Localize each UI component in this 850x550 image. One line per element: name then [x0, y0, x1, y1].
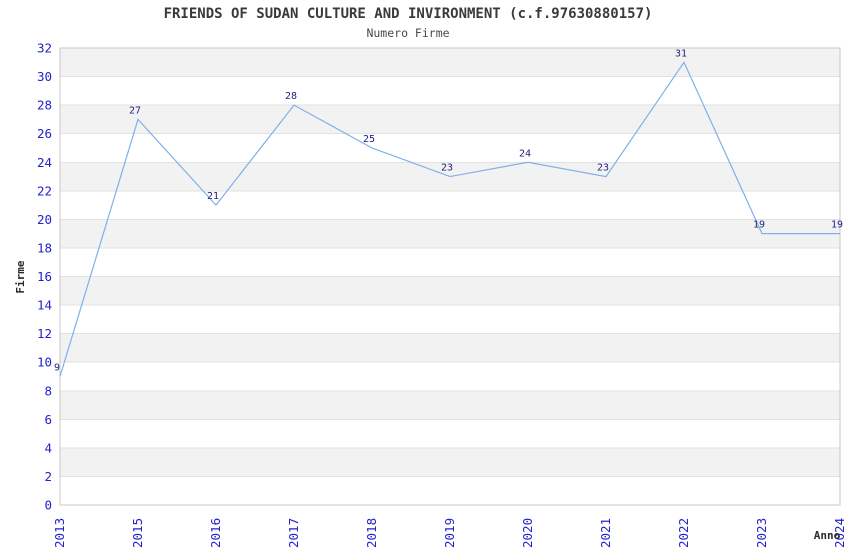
x-tick-label: 2015: [130, 518, 145, 548]
x-axis-title: Anno: [813, 529, 841, 542]
y-tick-label: 18: [37, 240, 52, 255]
y-tick-label: 24: [37, 155, 52, 170]
y-tick-label: 16: [37, 269, 52, 284]
data-point-label: 21: [207, 191, 219, 202]
y-tick-label: 22: [37, 183, 52, 198]
y-tick-label: 28: [37, 98, 52, 113]
plot-band: [60, 276, 840, 306]
plot-band: [60, 390, 840, 420]
y-tick-label: 12: [37, 326, 52, 341]
data-point-label: 28: [285, 91, 297, 102]
data-point-label: 25: [363, 134, 375, 145]
data-point-label: 27: [129, 105, 141, 116]
plot-band: [60, 105, 840, 134]
y-tick-label: 2: [44, 469, 52, 484]
x-tick-label: 2017: [286, 518, 301, 548]
data-point-label: 23: [441, 163, 453, 174]
data-point-label: 19: [831, 220, 843, 231]
y-tick-label: 4: [44, 440, 52, 455]
plot-band: [60, 48, 840, 77]
data-point-label: 9: [54, 362, 60, 373]
y-tick-label: 6: [44, 412, 52, 427]
y-tick-label: 32: [37, 41, 52, 56]
plot-border: [59, 47, 841, 506]
plot-band: [60, 447, 840, 477]
x-tick-label: 2018: [364, 518, 379, 548]
x-tick-label: 2022: [676, 518, 691, 548]
chart-title: FRIENDS OF SUDAN CULTURE AND INVIRONMENT…: [163, 6, 653, 22]
x-tick-label: 2023: [754, 518, 769, 548]
y-axis-title: Firme: [14, 260, 27, 294]
y-tick-label: 26: [37, 126, 52, 141]
y-tick-label: 20: [37, 212, 52, 227]
x-tick-label: 2024: [832, 518, 847, 548]
data-line: [59, 61, 840, 377]
x-tick-label: 2013: [52, 518, 67, 548]
x-tick-label: 2019: [442, 518, 457, 548]
data-point-label: 23: [597, 163, 609, 174]
plot-band: [60, 219, 840, 248]
plot-band: [60, 333, 840, 363]
data-point-label: 31: [675, 48, 687, 59]
x-tick-label: 2016: [208, 518, 223, 548]
chart-subtitle: Numero Firme: [366, 26, 450, 40]
data-point-label: 19: [753, 220, 765, 231]
y-tick-label: 10: [37, 355, 52, 370]
x-tick-label: 2021: [598, 518, 613, 548]
y-tick-label: 14: [37, 298, 52, 313]
x-tick-label: 2020: [520, 518, 535, 548]
y-tick-label: 30: [37, 69, 52, 84]
data-point-label: 24: [519, 148, 531, 159]
y-tick-label: 0: [44, 498, 52, 513]
y-tick-label: 8: [44, 383, 52, 398]
